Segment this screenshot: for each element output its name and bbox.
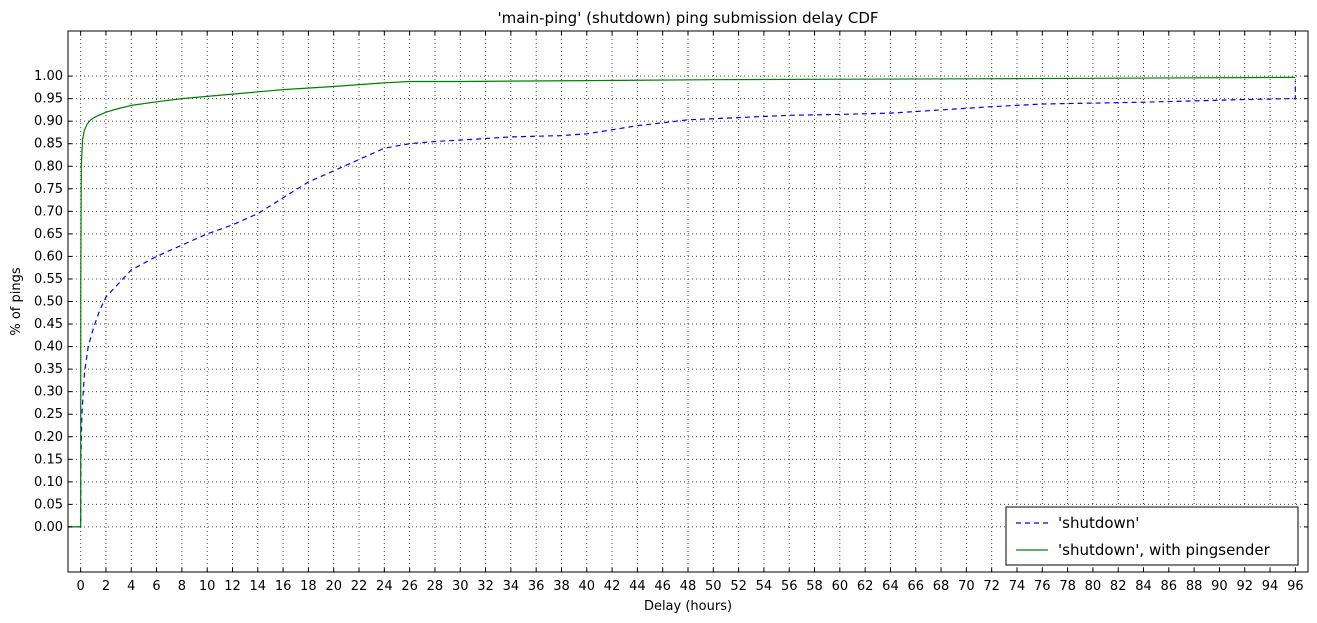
x-tick-label: 22 bbox=[351, 579, 368, 594]
y-tick-label: 0.70 bbox=[34, 204, 63, 219]
series-lines bbox=[68, 76, 1296, 528]
x-tick-label: 10 bbox=[199, 579, 216, 594]
legend-label-pingsender: 'shutdown', with pingsender bbox=[1058, 541, 1271, 559]
x-tick-label: 82 bbox=[1110, 579, 1127, 594]
x-tick-label: 64 bbox=[882, 579, 899, 594]
chart-title: 'main-ping' (shutdown) ping submission d… bbox=[497, 9, 878, 27]
x-tick-label: 38 bbox=[553, 579, 570, 594]
x-tick-label: 16 bbox=[275, 579, 292, 594]
series-line-pingsender bbox=[68, 76, 1296, 528]
x-tick-label: 34 bbox=[503, 579, 520, 594]
x-tick-label: 60 bbox=[832, 579, 849, 594]
x-tick-label: 8 bbox=[178, 579, 186, 594]
x-tick-label: 62 bbox=[857, 579, 874, 594]
x-tick-label: 18 bbox=[300, 579, 317, 594]
y-axis-label: % of pings bbox=[9, 267, 24, 336]
y-tick-label: 0.85 bbox=[34, 137, 63, 152]
y-tick-label: 0.25 bbox=[34, 407, 63, 422]
y-tick-label: 0.10 bbox=[34, 475, 63, 490]
x-tick-label: 44 bbox=[629, 579, 646, 594]
x-tick-label: 66 bbox=[907, 579, 924, 594]
y-tick-label: 0.50 bbox=[34, 295, 63, 310]
y-tick-label: 0.00 bbox=[34, 520, 63, 535]
y-tick-label: 0.15 bbox=[34, 452, 63, 467]
x-tick-label: 80 bbox=[1085, 579, 1102, 594]
legend-label-shutdown: 'shutdown' bbox=[1058, 514, 1139, 532]
x-tick-label: 30 bbox=[452, 579, 469, 594]
x-axis-ticks: 0 2 4 6 8 10 12 14 16 18 20 22 24 26 28 30 32 34 36 38 40 42 4… bbox=[77, 31, 1304, 594]
x-tick-label: 74 bbox=[1009, 579, 1026, 594]
x-tick-label: 68 bbox=[933, 579, 950, 594]
y-tick-label: 0.75 bbox=[34, 182, 63, 197]
x-tick-label: 12 bbox=[224, 579, 241, 594]
x-tick-label: 42 bbox=[604, 579, 621, 594]
x-tick-label: 32 bbox=[477, 579, 494, 594]
x-tick-label: 26 bbox=[401, 579, 418, 594]
y-tick-label: 0.55 bbox=[34, 272, 63, 287]
x-tick-label: 4 bbox=[127, 579, 135, 594]
x-tick-label: 76 bbox=[1034, 579, 1051, 594]
y-tick-label: 0.80 bbox=[34, 159, 63, 174]
y-tick-label: 0.35 bbox=[34, 362, 63, 377]
x-tick-label: 90 bbox=[1211, 579, 1228, 594]
x-tick-label: 24 bbox=[376, 579, 393, 594]
x-tick-label: 28 bbox=[427, 579, 444, 594]
y-tick-label: 0.45 bbox=[34, 317, 63, 332]
x-tick-label: 6 bbox=[152, 579, 160, 594]
y-tick-label: 0.30 bbox=[34, 385, 63, 400]
x-tick-label: 46 bbox=[654, 579, 671, 594]
legend-box bbox=[1005, 506, 1299, 566]
x-tick-label: 78 bbox=[1059, 579, 1076, 594]
y-tick-label: 1.00 bbox=[34, 69, 63, 84]
x-tick-label: 14 bbox=[250, 579, 267, 594]
y-tick-label: 0.05 bbox=[34, 497, 63, 512]
x-tick-label: 92 bbox=[1236, 579, 1253, 594]
x-tick-label: 0 bbox=[77, 579, 85, 594]
x-tick-label: 84 bbox=[1135, 579, 1152, 594]
series-line-shutdown bbox=[68, 80, 1296, 528]
legend: 'shutdown' 'shutdown', with pingsender bbox=[1005, 506, 1299, 566]
x-tick-label: 54 bbox=[756, 579, 773, 594]
y-tick-label: 0.65 bbox=[34, 227, 63, 242]
x-tick-label: 50 bbox=[705, 579, 722, 594]
x-tick-label: 70 bbox=[958, 579, 975, 594]
x-tick-label: 86 bbox=[1161, 579, 1178, 594]
x-tick-label: 56 bbox=[781, 579, 798, 594]
x-tick-label: 40 bbox=[579, 579, 596, 594]
x-tick-label: 58 bbox=[806, 579, 823, 594]
grid bbox=[68, 31, 1308, 572]
x-tick-label: 94 bbox=[1262, 579, 1279, 594]
y-tick-label: 0.60 bbox=[34, 249, 63, 264]
y-tick-label: 0.90 bbox=[34, 114, 63, 129]
x-tick-label: 48 bbox=[680, 579, 697, 594]
x-tick-label: 36 bbox=[528, 579, 545, 594]
x-axis-label: Delay (hours) bbox=[644, 599, 732, 614]
x-tick-label: 96 bbox=[1287, 579, 1304, 594]
y-tick-label: 0.20 bbox=[34, 430, 63, 445]
x-tick-label: 52 bbox=[730, 579, 747, 594]
x-tick-label: 2 bbox=[102, 579, 110, 594]
x-tick-label: 72 bbox=[983, 579, 1000, 594]
y-axis-ticks: 0.00 0.05 0.10 0.15 0.20 0.25 0.30 0.35 0.40 0.45… bbox=[34, 69, 1308, 535]
x-tick-label: 20 bbox=[325, 579, 342, 594]
y-tick-label: 0.40 bbox=[34, 340, 63, 355]
y-tick-label: 0.95 bbox=[34, 92, 63, 107]
x-tick-label: 88 bbox=[1186, 579, 1203, 594]
